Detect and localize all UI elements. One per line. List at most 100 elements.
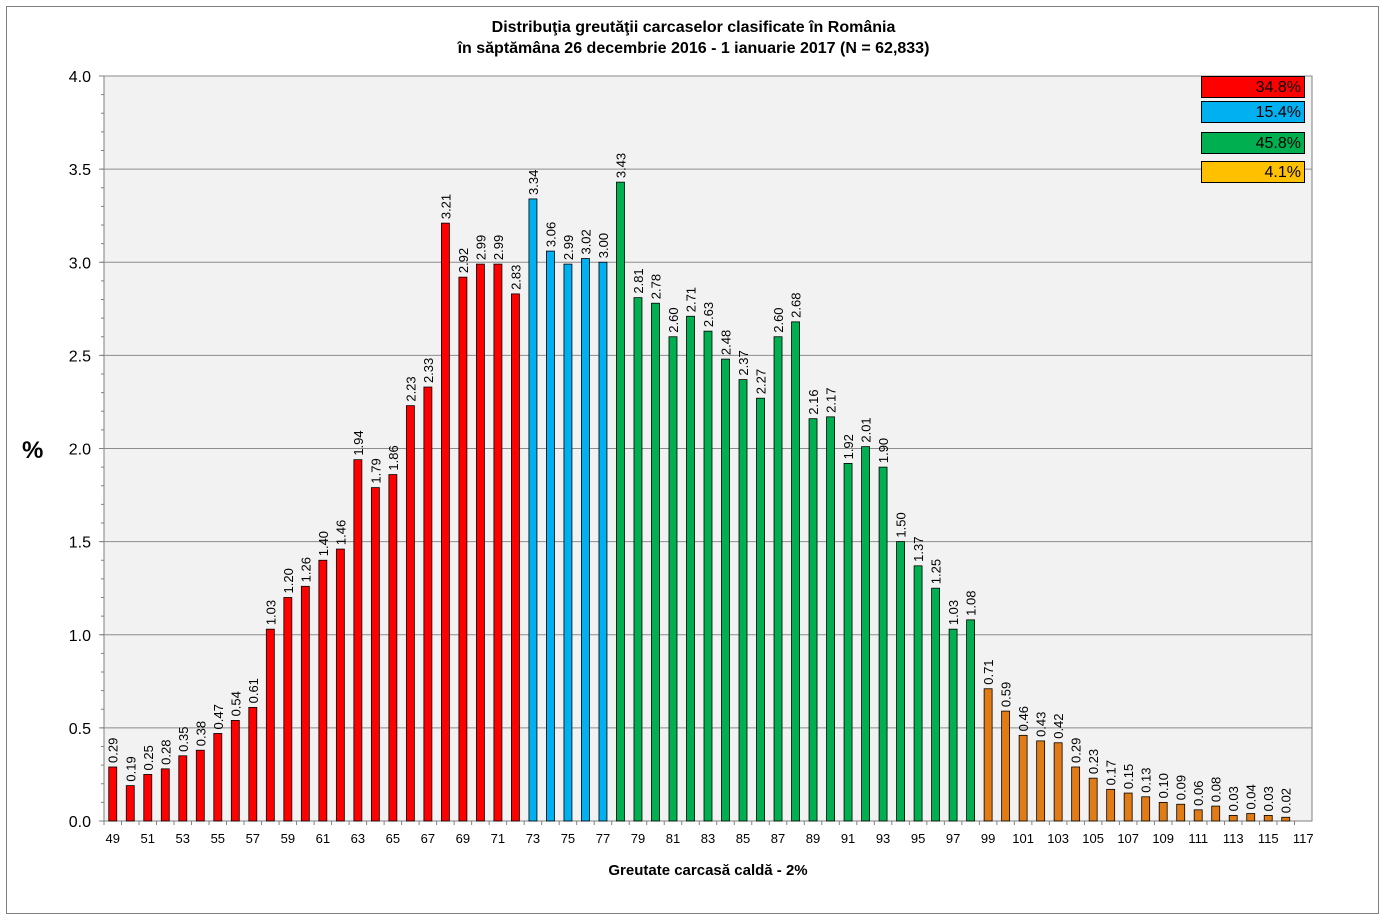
bar-value-label: 1.90	[876, 438, 891, 463]
bar-value-label: 0.28	[158, 740, 173, 765]
bar-value-label: 1.26	[298, 557, 313, 582]
x-tick-label: 49	[106, 831, 120, 846]
legend-entry-green: 45.8%	[1201, 132, 1305, 154]
x-tick-label: 87	[771, 831, 785, 846]
x-tick-label: 63	[351, 831, 365, 846]
x-tick-label: 93	[876, 831, 890, 846]
bar	[563, 263, 573, 822]
bar	[633, 297, 643, 822]
x-tick-label: 89	[806, 831, 820, 846]
x-tick-label: 79	[631, 831, 645, 846]
bar-value-label: 0.25	[141, 745, 156, 770]
legend-blue-value: 15.4%	[1255, 104, 1301, 121]
bar-value-label: 0.03	[1226, 786, 1241, 811]
y-tick-label: 1.5	[69, 535, 91, 552]
bar-value-label: 0.54	[228, 691, 243, 716]
x-tick-label: 73	[526, 831, 540, 846]
legend-entry-red: 34.8%	[1201, 76, 1305, 98]
bar-value-label: 0.46	[1016, 706, 1031, 731]
chart-subtitle: în săptămâna 26 decembrie 2016 - 1 ianua…	[457, 40, 930, 57]
bar	[896, 541, 905, 822]
legend-entry-blue: 15.4%	[1201, 101, 1305, 123]
bar-value-label: 1.50	[894, 512, 909, 537]
bar-value-label: 0.61	[246, 678, 261, 703]
bar-value-label: 0.59	[999, 682, 1014, 707]
x-tick-label: 53	[176, 831, 190, 846]
y-tick-label: 3.5	[69, 162, 91, 179]
bar	[370, 487, 380, 822]
bar-value-label: 2.60	[666, 307, 681, 332]
bar	[248, 706, 258, 822]
x-tick-label: 85	[736, 831, 750, 846]
bar-value-label: 2.92	[456, 248, 471, 273]
bar	[1211, 805, 1221, 822]
bar-value-label: 3.34	[526, 170, 541, 195]
bar-value-label: 1.79	[368, 458, 383, 483]
bar-value-label: 1.25	[929, 559, 944, 584]
bar	[300, 585, 310, 822]
x-tick-label: 91	[841, 831, 855, 846]
bar	[913, 565, 923, 822]
y-tick-label: 1.0	[69, 628, 91, 645]
bar	[616, 181, 625, 822]
bar-value-label: 0.47	[211, 704, 226, 729]
bar	[598, 261, 608, 822]
bar	[738, 379, 748, 822]
bar-value-label: 1.03	[263, 600, 278, 625]
x-tick-label: 61	[316, 831, 330, 846]
legend-red-value: 34.8%	[1255, 79, 1301, 96]
bar	[1036, 740, 1046, 822]
bar-value-label: 0.71	[981, 659, 996, 684]
bar-value-label: 0.08	[1209, 777, 1224, 802]
bar-value-label: 0.02	[1279, 788, 1294, 813]
x-tick-label: 69	[456, 831, 470, 846]
x-tick-label: 57	[246, 831, 260, 846]
x-tick-label: 71	[491, 831, 505, 846]
bar	[1071, 766, 1081, 822]
bar-value-label: 0.04	[1244, 784, 1259, 809]
bar	[318, 559, 328, 822]
x-tick-label: 111	[1188, 831, 1208, 846]
x-tick-label: 113	[1223, 831, 1244, 846]
bar	[721, 358, 730, 822]
bar	[1141, 796, 1151, 822]
bar-value-label: 2.68	[789, 293, 804, 318]
x-tick-label: 67	[421, 831, 435, 846]
bar-value-label: 1.08	[964, 591, 979, 616]
x-tick-label: 103	[1047, 831, 1069, 846]
bar-value-label: 0.29	[106, 738, 121, 763]
bar	[265, 628, 275, 822]
bar	[143, 774, 153, 822]
bar-value-label: 0.23	[1086, 749, 1101, 774]
bar-value-label: 0.06	[1191, 781, 1206, 806]
bar	[1001, 710, 1011, 822]
bar-value-label: 2.16	[806, 389, 821, 414]
bar	[948, 628, 958, 822]
bar	[1246, 813, 1256, 822]
x-tick-label: 77	[596, 831, 610, 846]
bar-value-label: 0.29	[1069, 738, 1084, 763]
bar-value-label: 3.02	[578, 229, 593, 254]
bar	[1123, 792, 1133, 822]
bar-value-label: 1.92	[841, 434, 856, 459]
bar	[826, 416, 835, 822]
bar-value-label: 2.63	[701, 302, 716, 327]
bar	[125, 785, 135, 822]
bar-value-label: 0.03	[1261, 786, 1276, 811]
bar-value-label: 2.37	[736, 350, 751, 375]
bar	[511, 293, 520, 822]
bar	[546, 250, 555, 822]
x-tick-label: 51	[141, 831, 155, 846]
bar-value-label: 2.48	[719, 330, 734, 355]
bar-value-label: 2.99	[473, 235, 488, 260]
x-tick-label: 105	[1082, 831, 1104, 846]
bar-value-label: 0.13	[1139, 767, 1154, 792]
bar	[1018, 734, 1028, 822]
x-axis-label: Greutate carcasă caldă - 2%	[608, 862, 808, 879]
x-tick-label: 81	[666, 831, 680, 846]
x-tick-label: 65	[386, 831, 400, 846]
bar-value-label: 2.27	[754, 369, 769, 394]
x-tick-label: 55	[211, 831, 225, 846]
bar-value-label: 0.43	[1034, 712, 1049, 737]
bar-value-label: 2.83	[508, 265, 523, 290]
